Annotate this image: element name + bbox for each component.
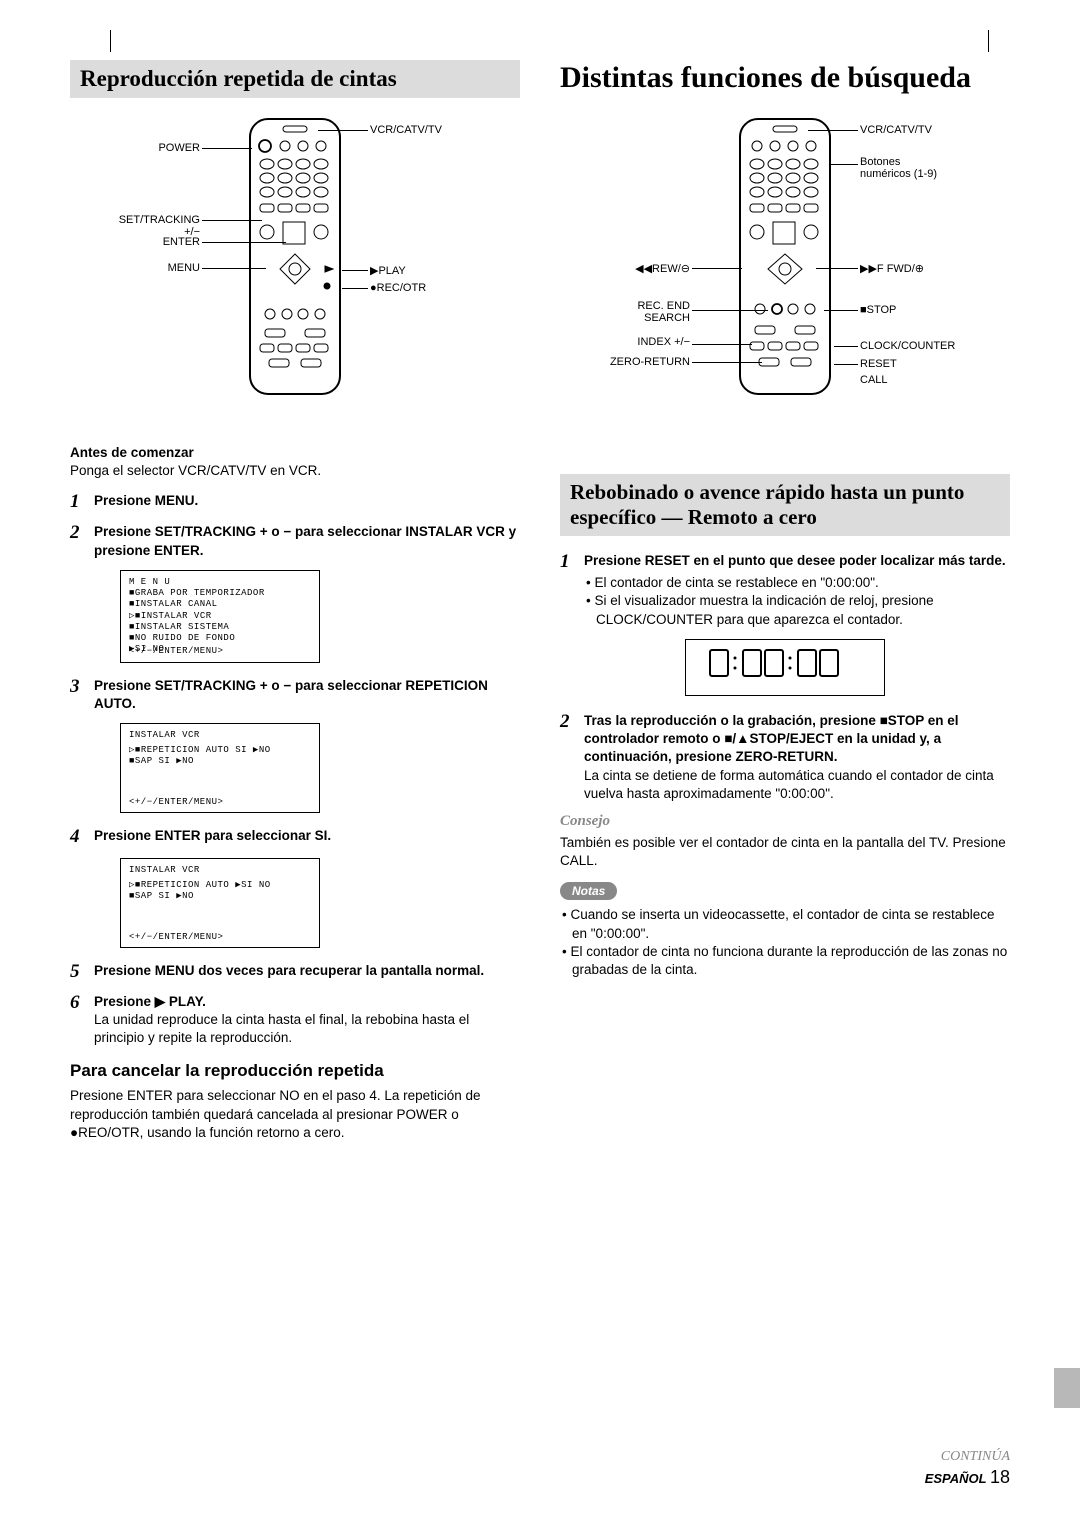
label-vcr-r: VCR/CATV/TV (860, 124, 932, 136)
before-title: Antes de comenzar (70, 445, 194, 460)
step-4: 4 Presione ENTER para seleccionar SI. (70, 827, 520, 848)
remote-icon (735, 114, 835, 404)
step-6: 6 Presione ▶ PLAY. La unidad reproduce l… (70, 993, 520, 1048)
label-enter: ENTER (140, 236, 200, 248)
before-text: Ponga el selector VCR/CATV/TV en VCR. (70, 463, 321, 478)
left-section-title-box: Reproducción repetida de cintas (70, 60, 520, 98)
continua-label: CONTINÚA (925, 1449, 1010, 1465)
label-clock: CLOCK/COUNTER (860, 340, 955, 352)
left-column: Reproducción repetida de cintas (70, 60, 520, 1142)
left-section-title: Reproducción repetida de cintas (80, 66, 510, 92)
cancel-text: Presione ENTER para seleccionar NO en el… (70, 1087, 520, 1142)
menu-screen-2: INSTALAR VCR ▷■REPETICION AUTO SI ▶NO ■S… (120, 723, 320, 813)
right-column: Distintas funciones de búsqueda (560, 60, 1010, 1142)
consejo-text: También es posible ver el contador de ci… (560, 834, 1010, 870)
right-section-title: Rebobinado o avence rápido hasta un punt… (570, 480, 1000, 530)
notas-badge: Notas (560, 882, 617, 900)
menu-screen-1: M E N U ■GRABA POR TEMPORIZADOR ■INSTALA… (120, 570, 320, 663)
seven-segment-icon (705, 646, 865, 680)
left-steps-cont: 3 Presione SET/TRACKING + o − para selec… (70, 677, 520, 713)
counter-display (685, 639, 885, 696)
label-reset: RESET (860, 358, 897, 370)
label-index: INDEX +/− (620, 336, 690, 348)
label-vcr: VCR/CATV/TV (370, 124, 442, 136)
page-footer: CONTINÚA ESPAÑOL 18 (925, 1449, 1010, 1488)
rstep-1: 1 Presione RESET en el punto que desee p… (560, 552, 1010, 629)
left-remote-diagram: POWER SET/TRACKING +/− ENTER MENU VCR/CA… (70, 114, 520, 424)
label-set-tracking: SET/TRACKING +/− (100, 214, 200, 238)
remote-icon (245, 114, 345, 404)
right-steps: 1 Presione RESET en el punto que desee p… (560, 552, 1010, 629)
main-heading: Distintas funciones de búsqueda (560, 60, 1010, 96)
label-num-btns: Botones numéricos (1-9) (860, 156, 940, 180)
label-stop: ■STOP (860, 304, 896, 316)
before-start: Antes de comenzar Ponga el selector VCR/… (70, 444, 520, 480)
label-zero: ZERO-RETURN (600, 356, 690, 368)
step-1: 1 Presione MENU. (70, 492, 520, 513)
label-rec: ●REC/OTR (370, 282, 426, 294)
cancel-heading: Para cancelar la reproducción repetida (70, 1061, 520, 1081)
step-2: 2 Presione SET/TRACKING + o − para selec… (70, 523, 520, 559)
label-ffwd: ▶▶F FWD/⊕ (860, 262, 924, 275)
label-rec-end: REC. END SEARCH (620, 300, 690, 324)
menu-screen-3: INSTALAR VCR ▷■REPETICION AUTO ▶SI NO ■S… (120, 858, 320, 948)
left-steps: 1 Presione MENU. 2 Presione SET/TRACKING… (70, 492, 520, 559)
notas-list: Cuando se inserta un videocassette, el c… (562, 906, 1010, 979)
label-rew: ◀◀REW/⊖ (620, 262, 690, 275)
rstep-2: 2 Tras la reproducción o la grabación, p… (560, 712, 1010, 803)
step-5: 5 Presione MENU dos veces para recuperar… (70, 962, 520, 983)
page-number: ESPAÑOL 18 (925, 1467, 1010, 1488)
step-3: 3 Presione SET/TRACKING + o − para selec… (70, 677, 520, 713)
label-menu: MENU (140, 262, 200, 274)
label-play: ▶PLAY (370, 264, 406, 277)
side-tab (1054, 1368, 1080, 1408)
label-call: CALL (860, 374, 888, 386)
right-remote-diagram: VCR/CATV/TV Botones numéricos (1-9) ◀◀RE… (560, 114, 1010, 454)
label-power: POWER (120, 142, 200, 154)
right-section-title-box: Rebobinado o avence rápido hasta un punt… (560, 474, 1010, 536)
consejo-label: Consejo (560, 813, 1010, 830)
